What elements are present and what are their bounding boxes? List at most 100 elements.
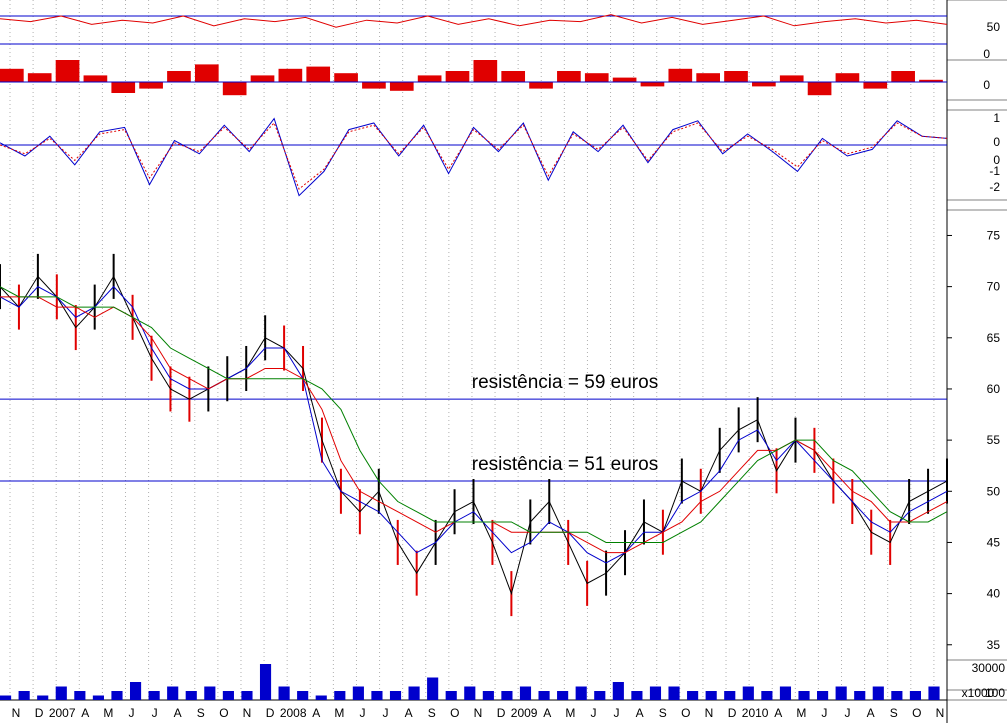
volume-bar xyxy=(761,691,773,700)
x-axis-label: S xyxy=(659,706,667,720)
volume-bar xyxy=(55,686,67,700)
resistance-annotation: resistência = 59 euros xyxy=(472,372,658,393)
histogram-bar xyxy=(139,82,163,89)
x-axis-label: O xyxy=(450,706,459,720)
x-axis-label: D xyxy=(497,706,506,720)
volume-bar xyxy=(742,686,754,700)
price-tick-label: 45 xyxy=(987,535,1001,549)
histogram-bar xyxy=(111,82,136,93)
volume-bar xyxy=(129,682,142,700)
oscillator-line xyxy=(0,14,948,28)
histogram-bar xyxy=(668,68,693,82)
x-axis-label: O xyxy=(912,706,921,720)
histogram-bar xyxy=(919,79,943,82)
volume-bar xyxy=(909,691,922,700)
x-axis-label: A xyxy=(867,706,875,720)
volume-bar xyxy=(427,677,439,700)
volume-bar xyxy=(389,691,402,700)
macd-tick-label: -2 xyxy=(989,180,1000,194)
volume-bar xyxy=(259,664,272,700)
price-tick-label: 35 xyxy=(987,638,1001,652)
histogram-bar xyxy=(640,82,665,87)
x-axis-label: 2009 xyxy=(511,706,538,720)
volume-bar xyxy=(779,686,792,700)
volume-bar xyxy=(371,691,383,700)
histogram-bar xyxy=(612,77,637,82)
histogram-bar xyxy=(807,82,832,96)
histogram-bar xyxy=(417,75,442,82)
volume-bar xyxy=(352,686,364,700)
price-tick-label: 40 xyxy=(987,587,1001,601)
x-axis-label: D xyxy=(266,706,275,720)
histogram-bar xyxy=(835,73,860,82)
x-axis-label: O xyxy=(681,706,690,720)
histogram-bar xyxy=(55,60,80,82)
histogram-bar xyxy=(83,75,108,82)
resistance-annotation: resistência = 51 euros xyxy=(472,454,658,475)
histogram-bar xyxy=(584,73,609,82)
x-axis-label: N xyxy=(12,706,21,720)
price-tick-label: 75 xyxy=(987,228,1001,242)
macd-tick-label: -1 xyxy=(989,164,1000,178)
volume-bar xyxy=(222,691,234,700)
volume-bar xyxy=(649,686,662,700)
x-axis-label: N xyxy=(936,706,945,720)
volume-bar xyxy=(278,686,290,700)
histogram-bar xyxy=(0,68,24,82)
volume-bar xyxy=(817,691,829,700)
volume-bar xyxy=(724,691,736,700)
histogram-bar xyxy=(306,66,331,82)
volume-bar xyxy=(519,686,532,700)
x-axis-label: D xyxy=(35,706,44,720)
x-axis-label: N xyxy=(705,706,714,720)
histogram-bar xyxy=(779,75,804,82)
volume-bar xyxy=(334,691,346,700)
volume-bar xyxy=(37,695,49,700)
volume-bar xyxy=(241,691,253,700)
volume-bar xyxy=(835,686,847,700)
x-axis-label: S xyxy=(197,706,205,720)
price-tick-label: 60 xyxy=(987,382,1001,396)
histogram-bar xyxy=(362,82,386,89)
volume-bar xyxy=(408,686,420,700)
volume-bar xyxy=(0,695,12,700)
volume-bar xyxy=(557,691,569,700)
macd-line xyxy=(0,117,948,197)
volume-bar xyxy=(538,691,550,700)
x-axis-label: M xyxy=(565,706,575,720)
x-axis-label: J xyxy=(359,706,365,720)
volume-bar xyxy=(167,686,179,700)
volume-bar xyxy=(928,686,940,700)
x-axis-label: 2008 xyxy=(280,706,307,720)
histogram-bar xyxy=(724,71,748,82)
histogram-bar xyxy=(696,73,720,82)
x-axis-label: J xyxy=(845,706,851,720)
volume-bar xyxy=(315,695,327,700)
volume-unit-label: x1000 xyxy=(962,686,995,700)
x-axis-label: 2007 xyxy=(49,706,76,720)
volume-bar xyxy=(482,691,494,700)
volume-bar xyxy=(464,686,476,700)
x-axis-label: D xyxy=(728,706,737,720)
price-tick-label: 65 xyxy=(987,331,1001,345)
volume-tick-label: 30000 xyxy=(972,661,1006,675)
volume-bar xyxy=(575,686,587,700)
volume-bar xyxy=(594,691,606,700)
volume-bar xyxy=(204,686,216,700)
x-axis-label: A xyxy=(81,706,89,720)
x-axis-label: J xyxy=(590,706,596,720)
histogram-bar xyxy=(863,82,888,89)
histogram-bar xyxy=(891,71,915,82)
x-axis-label: A xyxy=(174,706,182,720)
volume-bar xyxy=(74,691,86,700)
volume-bar xyxy=(111,691,123,700)
x-axis-label: A xyxy=(312,706,320,720)
x-axis-label: M xyxy=(334,706,344,720)
x-axis-label: 2010 xyxy=(742,706,769,720)
volume-bar xyxy=(445,691,457,700)
volume-bar xyxy=(18,691,30,700)
histogram-bar xyxy=(445,71,470,82)
macd-tick-label: 0 xyxy=(993,135,1000,149)
